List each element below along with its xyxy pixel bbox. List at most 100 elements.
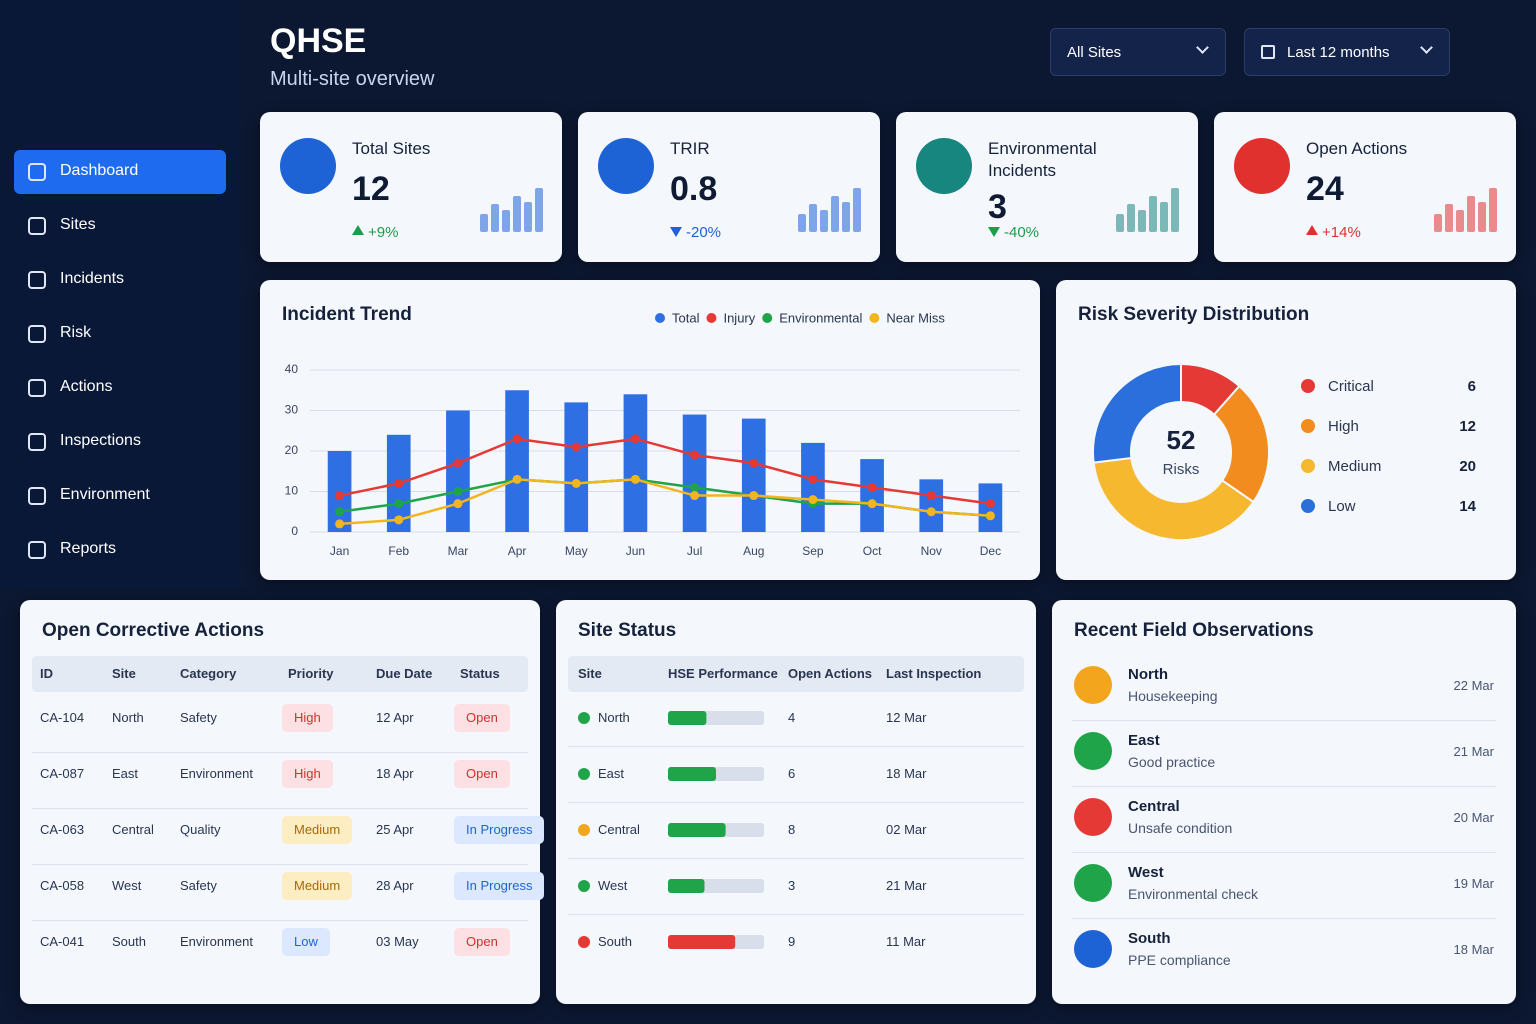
row-divider [32, 752, 528, 753]
nav-label: Reports [60, 540, 117, 557]
point [926, 507, 936, 517]
nav-item[interactable]: Risk [14, 312, 226, 356]
table-header: HSE Performance [668, 666, 778, 681]
nav-icon [28, 271, 46, 289]
y-tick-label: 40 [285, 362, 299, 376]
point [867, 499, 877, 509]
legend-swatch [706, 313, 717, 323]
table-header: Last Inspection [886, 666, 982, 681]
kpi-value: 12 [352, 170, 390, 208]
nav-item[interactable]: Dashboard [14, 150, 226, 194]
point [985, 499, 995, 509]
legend-label: Injury [723, 310, 755, 325]
badge-text: Open [466, 766, 498, 781]
nav-item[interactable]: Reports [14, 528, 226, 572]
sparkline-bar [502, 210, 510, 232]
trend-arrow [1306, 225, 1318, 235]
nav-item[interactable]: Sites [14, 204, 226, 248]
performance-bar [668, 879, 705, 893]
risk-panel: Risk Severity Distribution Critical 6 High 1… [1056, 280, 1516, 580]
observation-icon [1074, 666, 1112, 704]
point [749, 491, 759, 501]
kpi-card: Open Actions 24 +14% [1214, 112, 1516, 262]
table-cell: South [598, 934, 632, 949]
table-cell: CA-041 [40, 934, 85, 949]
bar [682, 414, 707, 532]
sparkline-bar [535, 188, 543, 232]
table-header: Category [180, 666, 237, 681]
table-cell: Central [112, 822, 154, 837]
point [690, 491, 700, 501]
sparkline-bar [1445, 204, 1453, 232]
row-divider [1072, 720, 1496, 721]
legend-label: Total [672, 310, 700, 325]
table-cell: 11 Mar [886, 934, 926, 949]
kpi-change-text: +14% [1322, 224, 1361, 241]
legend-value: 20 [1459, 458, 1476, 475]
observation-date: 22 Mar [1453, 678, 1494, 693]
observation-date: 19 Mar [1453, 876, 1494, 891]
bar [505, 390, 529, 532]
trend-arrow [988, 227, 1000, 237]
legend-swatch [1301, 419, 1315, 433]
table-cell: 3 [788, 878, 796, 893]
legend-swatch [762, 313, 773, 323]
sparkline-bar [853, 188, 861, 232]
table-cell: 9 [788, 934, 796, 949]
table-cell: 12 Apr [376, 710, 414, 725]
point [867, 482, 877, 492]
x-tick-label: Sep [802, 544, 824, 558]
legend-label: Environmental [779, 310, 862, 325]
bar [801, 442, 825, 532]
table-header: Due Date [376, 666, 433, 681]
donut-slice [1092, 362, 1182, 464]
table-cell: 6 [788, 766, 796, 781]
nav-item[interactable]: Inspections [14, 420, 226, 464]
nav-item[interactable]: Actions [14, 366, 226, 410]
kpi-value: 0.8 [670, 170, 718, 208]
kpi-title: TRIR [670, 139, 710, 158]
table-cell: Safety [180, 710, 217, 725]
panel-title: Open Corrective Actions [42, 620, 265, 641]
table-cell: 12 Mar [886, 710, 927, 725]
sparkline-bar [513, 196, 521, 232]
point [394, 515, 404, 525]
row-divider [1072, 852, 1496, 853]
kpi-icon [916, 138, 972, 194]
sparkline-bar [524, 202, 532, 232]
badge: Open [454, 928, 510, 956]
observation-icon [1074, 930, 1112, 968]
chart-canvas: Critical 6 High 12 Medium 20 Low 14 52 Risks [1092, 362, 1477, 541]
nav-icon [28, 379, 46, 397]
legend-label: Near Miss [886, 310, 945, 325]
row-divider [568, 914, 1024, 915]
point [690, 450, 700, 460]
filter-label: All Sites [1067, 44, 1122, 61]
nav-item[interactable]: Incidents [14, 258, 226, 302]
observation-date: 18 Mar [1453, 942, 1494, 957]
table-cell: 25 Apr [376, 822, 414, 837]
point [630, 434, 640, 444]
x-tick-label: Jan [330, 544, 349, 558]
kpi-change-text: -40% [1004, 224, 1040, 241]
point [453, 487, 463, 496]
badge-text: In Progress [466, 878, 533, 893]
legend-value: 14 [1459, 498, 1476, 515]
kpi-title: Total Sites [352, 139, 431, 158]
observations-panel: Recent Field Observations North Housekeepi… [1052, 600, 1516, 1004]
nav-item[interactable]: Environment [14, 474, 226, 518]
filter-dropdown[interactable]: Last 12 months [1244, 28, 1450, 76]
row-divider [32, 920, 528, 921]
series-line [339, 437, 991, 505]
table-cell: Environment [180, 934, 253, 949]
badge-text: In Progress [466, 822, 533, 837]
point [630, 474, 640, 484]
table-header-bg [568, 656, 1024, 692]
row-divider [568, 858, 1024, 859]
status-dot [578, 880, 590, 892]
badge: Medium [282, 872, 353, 900]
legend-label: Critical [1328, 378, 1374, 395]
observation-note: Good practice [1128, 754, 1216, 770]
filter-dropdown[interactable]: All Sites [1050, 28, 1226, 76]
kpi-title: Environmental Incidents [988, 139, 1097, 180]
